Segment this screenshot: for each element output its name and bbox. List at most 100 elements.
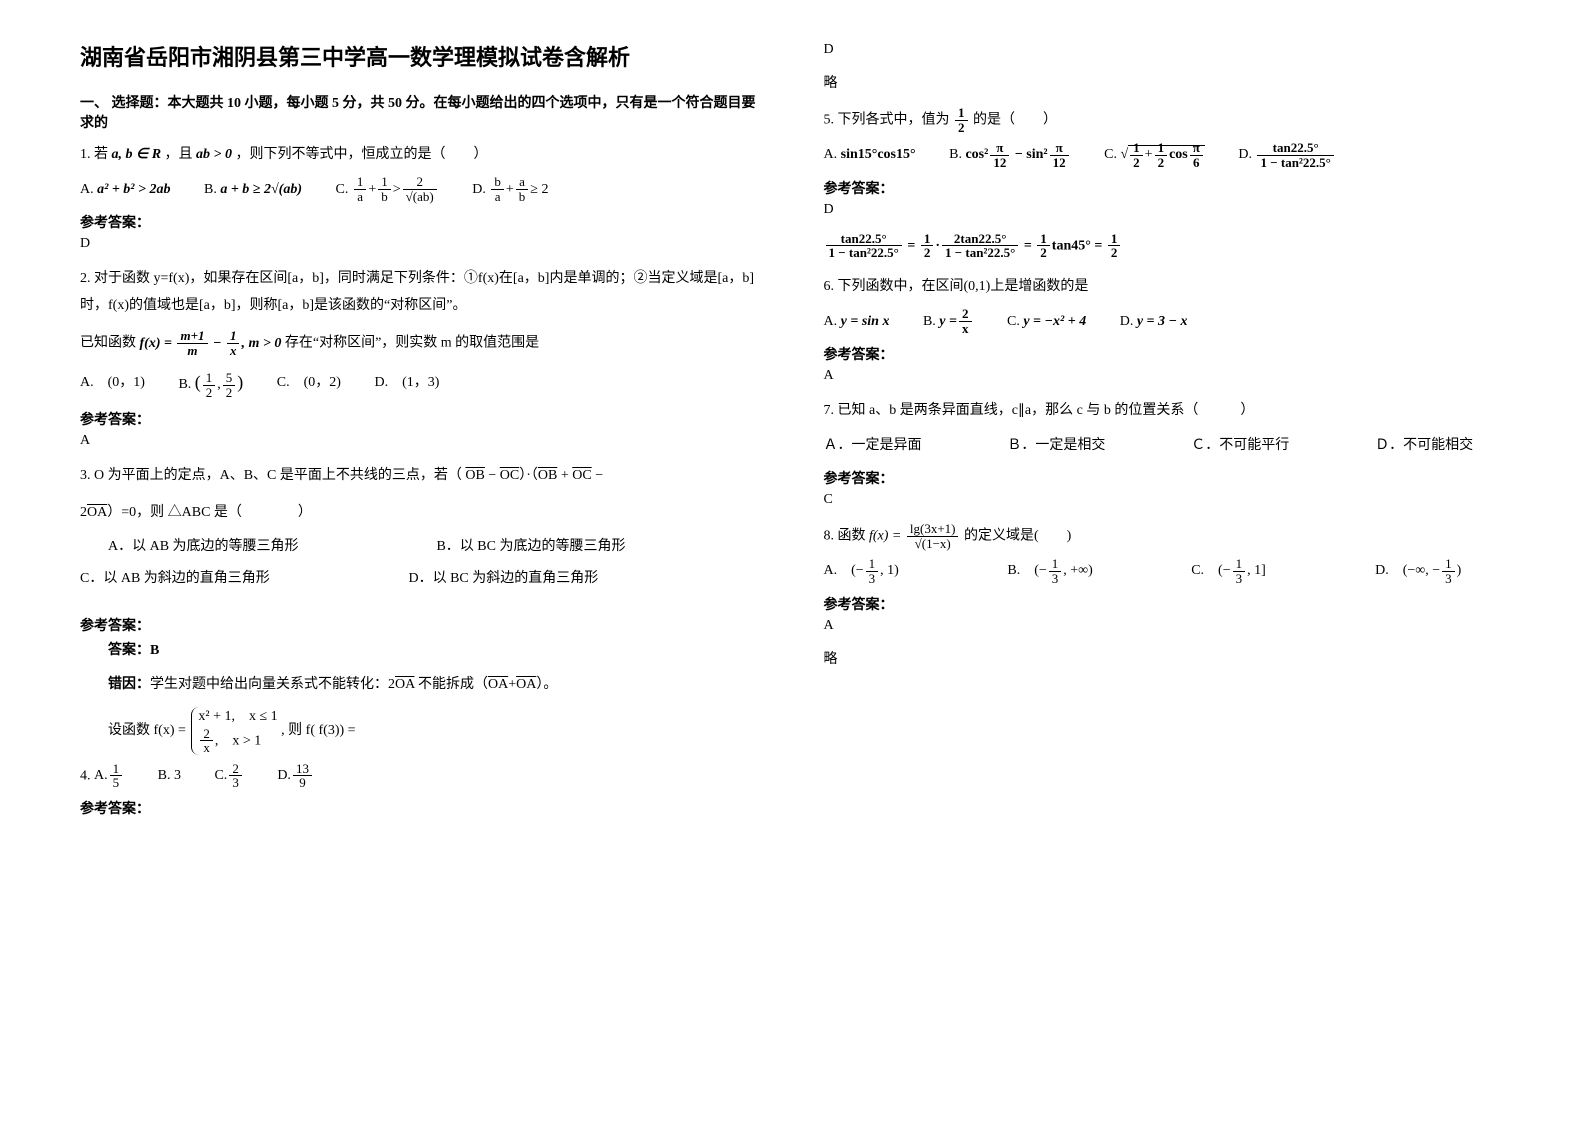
tan45: tan45° =	[1052, 238, 1106, 253]
q3-line2: 2OA）=0，则 △ABC 是（ ）	[80, 500, 764, 527]
frac-n: 1	[1130, 141, 1143, 156]
q4-number: 4.	[80, 769, 91, 784]
answer-label: 参考答案：	[824, 344, 1508, 364]
frac-n: tan22.5°	[1257, 141, 1333, 156]
frac-n: 2tan22.5°	[942, 232, 1018, 247]
answer-label: 参考答案：	[80, 212, 764, 232]
frac-n: b	[491, 175, 504, 190]
frac-d: 2	[1037, 246, 1050, 260]
q8-d-pre: D. (−∞, −	[1375, 563, 1440, 578]
question-6: 6. 下列函数中，在区间(0,1)上是增函数的是	[824, 274, 1508, 301]
frac-d: √(1−x)	[907, 537, 959, 551]
q5-suf: 的是（ ）	[973, 112, 1057, 127]
frac-d: √(ab)	[403, 190, 437, 204]
q4-post: , 则 f( f(3)) =	[281, 723, 355, 738]
q5-options: A. sin15°cos15° B. cos²π12 − sin²π12 C. …	[824, 140, 1508, 171]
vector-oa: OA	[395, 677, 414, 692]
q6-b-pre: y =	[939, 314, 957, 329]
frac-d: 3	[1442, 572, 1455, 586]
frac-n: 2	[229, 762, 242, 777]
vector-oc: OC	[500, 468, 519, 483]
reason-text: 学生对题中给出向量关系式不能转化：2	[150, 677, 395, 692]
q2-pre: 已知函数	[80, 336, 136, 351]
opt-label: D.	[472, 182, 486, 197]
q5-pre: 5. 下列各式中，值为	[824, 112, 950, 127]
question-2: 2. 对于函数 y=f(x)，如果存在区间[a，b]，同时满足下列条件：①f(x…	[80, 266, 764, 319]
left-column: 湖南省岳阳市湘阴县第三中学高一数学理模拟试卷含解析 一、 选择题：本大题共 10…	[80, 40, 764, 822]
q3-mid: ）·（	[519, 468, 538, 483]
frac-n: a	[516, 175, 529, 190]
q1-stem-prefix: 1. 若	[80, 147, 108, 162]
frac-d: 1 − tan²22.5°	[1257, 156, 1333, 170]
frac-d: 3	[229, 776, 242, 790]
q8-opt-d: D. (−∞, −13)	[1375, 556, 1461, 587]
page-title: 湖南省岳阳市湘阴县第三中学高一数学理模拟试卷含解析	[80, 40, 764, 72]
frac-d: a	[491, 190, 504, 204]
q7-opt-a: Ａ．一定是异面	[824, 431, 974, 462]
opt-label: A.	[824, 314, 838, 329]
q2-line2: 已知函数 f(x) = m+1m − 1x, m > 0 存在“对称区间”，则实…	[80, 329, 764, 357]
frac-d: 2	[1108, 246, 1121, 260]
frac-n: 2	[403, 175, 437, 190]
piecewise-icon: x² + 1, x ≤ 1 2x, x > 1	[191, 707, 277, 755]
frac-n: 2	[200, 727, 213, 742]
q4-brief: 略	[824, 72, 1508, 92]
q8-brief: 略	[824, 648, 1508, 668]
question-5: 5. 下列各式中，值为 12 的是（ ）	[824, 106, 1508, 134]
q1-d-rhs: ≥ 2	[530, 182, 548, 197]
vector-ob: OB	[465, 468, 484, 483]
case1: x² + 1, x ≤ 1	[198, 709, 277, 724]
vector-oc: OC	[572, 468, 591, 483]
right-column: D 略 5. 下列各式中，值为 12 的是（ ） A. sin15°cos15°…	[824, 40, 1508, 822]
answer-label: 参考答案：	[824, 468, 1508, 488]
opt-label: D.	[1238, 147, 1252, 162]
frac-d: 3	[1233, 572, 1246, 586]
question-4: 设函数 f(x) = x² + 1, x ≤ 1 2x, x > 1 , 则 f…	[108, 707, 764, 755]
q1-mid: ，且	[165, 147, 193, 162]
q4-pre: 设函数 f(x) =	[108, 723, 186, 738]
vector-ob: OB	[538, 468, 557, 483]
q8-opt-c: C. (−13, 1]	[1191, 556, 1341, 587]
q8-opt-a: A. (−13, 1)	[824, 556, 974, 587]
q1-opt-d: D. ba+ab≥ 2	[472, 175, 548, 206]
q8-a-suf: , 1)	[880, 563, 899, 578]
q5-b-mid: − sin²	[1011, 147, 1047, 162]
reason-suf: 不能拆成（	[414, 677, 488, 692]
q3-answer: 答案：B	[108, 639, 764, 659]
q8-options: A. (−13, 1) B. (−13, +∞) C. (−13, 1] D. …	[824, 556, 1508, 587]
frac-n: 1	[1108, 232, 1121, 247]
frac-d: 2	[921, 246, 934, 260]
q6-opt-c: C. y = −x² + 4	[1007, 307, 1086, 338]
question-7: 7. 已知 a、b 是两条异面直线，c∥a，那么 c 与 b 的位置关系（ ）	[824, 398, 1508, 425]
q2-answer: A	[80, 433, 764, 449]
q5-answer: D	[824, 202, 1508, 218]
q3-pre: 3. O 为平面上的定点，A、B、C 是平面上不共线的三点，若（	[80, 468, 462, 483]
frac-n: 1	[354, 175, 367, 190]
q1-options: A. a² + b² > 2ab B. a + b ≥ 2√(ab) C. 1a…	[80, 175, 764, 206]
cos: cos	[1169, 147, 1188, 162]
q1-cond2: ab > 0	[196, 147, 232, 162]
q7-opt-b: Ｂ．一定是相交	[1007, 431, 1157, 462]
q1-opt-b: B. a + b ≥ 2√(ab)	[204, 175, 302, 206]
q6-options: A. y = sin x B. y =2x C. y = −x² + 4 D. …	[824, 307, 1508, 338]
q6-opt-b: B. y =2x	[923, 307, 974, 338]
answer-label: 参考答案：	[824, 178, 1508, 198]
opt-label: B.	[204, 182, 217, 197]
q6-answer: A	[824, 368, 1508, 384]
frac-d: 1 − tan²22.5°	[942, 246, 1018, 260]
eq: =	[904, 238, 919, 253]
frac-d: 2	[1130, 156, 1143, 170]
q3-suf: ）=0，则 △ABC 是（ ）	[107, 505, 312, 520]
q4-answer: D	[824, 42, 1508, 58]
frac-n: 1	[203, 371, 216, 386]
q7-answer: C	[824, 492, 1508, 508]
opt-label: C.	[1007, 314, 1020, 329]
frac-n: 1	[1155, 141, 1168, 156]
frac-n: m+1	[177, 329, 207, 344]
q6-d: y = 3 − x	[1137, 314, 1188, 329]
q3-two: 2	[80, 505, 87, 520]
q7-options: Ａ．一定是异面 Ｂ．一定是相交 Ｃ．不可能平行 Ｄ．不可能相交	[824, 431, 1508, 462]
frac-d: 12	[1050, 156, 1069, 170]
frac-d: 6	[1190, 156, 1203, 170]
q1-suffix: ，则下列不等式中，恒成立的是（ ）	[236, 147, 488, 162]
